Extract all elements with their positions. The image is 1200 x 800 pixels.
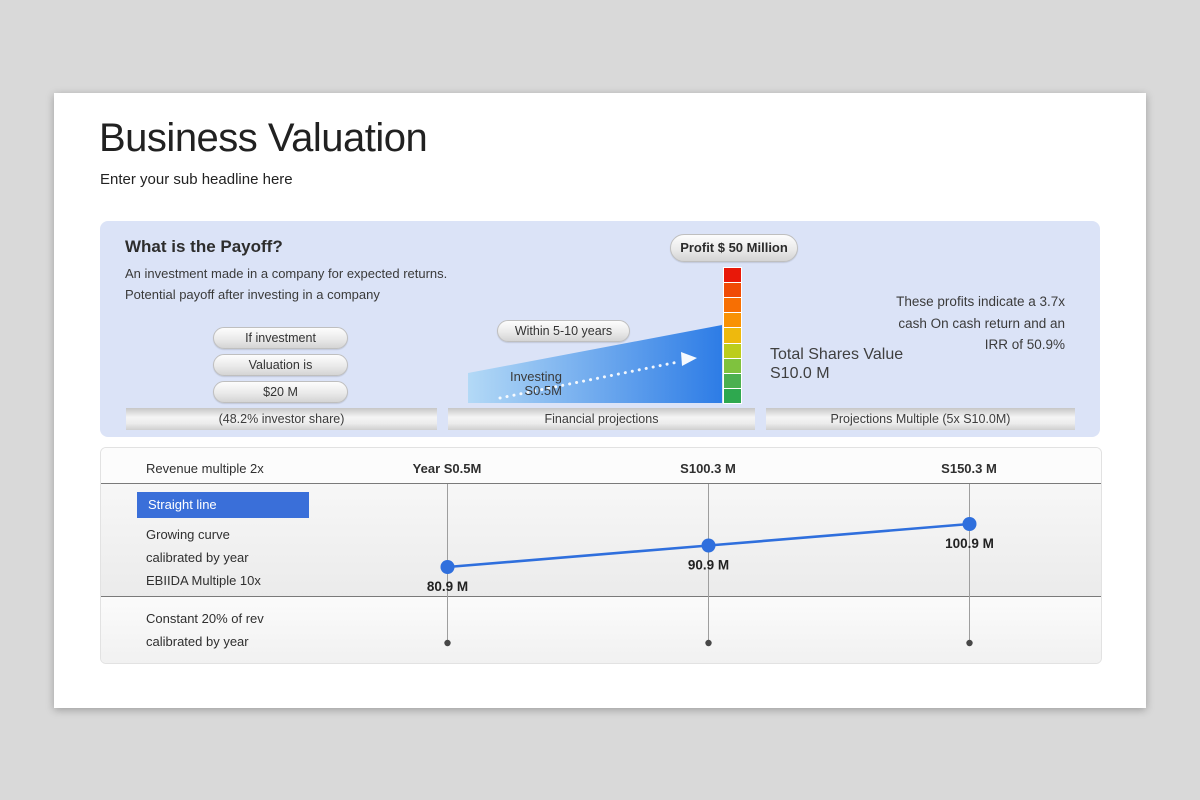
page-subtitle: Enter your sub headline here: [100, 171, 293, 188]
row-straight-line-selected[interactable]: Straight line: [137, 492, 309, 518]
thermometer-segment: [724, 298, 741, 313]
thermometer-segment: [724, 313, 741, 328]
thermometer-segment: [724, 283, 741, 298]
column-header-year: Year S0.5M: [412, 461, 482, 476]
data-point[interactable]: [440, 560, 455, 574]
page-title: Business Valuation: [99, 116, 428, 160]
payoff-description-line1: An investment made in a company for expe…: [125, 266, 448, 281]
projection-chart: 80.9 M 90.9 M 100.9 M: [101, 483, 1101, 647]
thermometer-segment: [724, 358, 741, 373]
gridline-end-dot: [966, 639, 973, 647]
slide-card: Business Valuation Enter your sub headli…: [54, 93, 1146, 708]
column-header-100: S100.3 M: [680, 461, 736, 476]
bar-investor-share[interactable]: (48.2% investor share): [126, 408, 437, 430]
data-point[interactable]: [962, 517, 977, 531]
returns-note-line3: IRR of 50.9%: [984, 337, 1065, 352]
growth-wedge: [468, 325, 722, 403]
duration-pill[interactable]: Within 5-10 years: [497, 320, 630, 342]
data-point-label: 90.9 M: [688, 558, 729, 573]
projection-header-band: [101, 448, 1101, 484]
header-revenue-multiple: Revenue multiple 2x: [146, 461, 264, 476]
column-header-150: S150.3 M: [941, 461, 997, 476]
pill-valuation-is[interactable]: Valuation is: [213, 354, 348, 376]
row-growing-curve[interactable]: Growing curve: [146, 527, 230, 542]
thermometer-segment: [724, 373, 741, 388]
data-point[interactable]: [701, 538, 716, 553]
thermometer-segment: [724, 388, 741, 403]
data-point-label: 100.9 M: [945, 536, 994, 551]
profit-thermometer: [723, 267, 742, 404]
projection-bottom-band: [101, 597, 1101, 663]
gridline-end-dot: [705, 639, 712, 647]
trend-arrowhead-icon: [681, 352, 697, 366]
row-constant-20-of-rev[interactable]: Constant 20% of rev: [146, 611, 264, 626]
pill-valuation-amount[interactable]: $20 M: [213, 381, 348, 403]
thermometer-segment: [724, 328, 741, 343]
gridline-end-dot: [444, 639, 451, 647]
dotted-trend-arrow-line: [498, 360, 680, 400]
returns-note-line2: cash On cash return and an: [898, 315, 1065, 331]
bar-financial-projections[interactable]: Financial projections: [448, 408, 755, 430]
bar-projections-multiple[interactable]: Projections Multiple (5x S10.0M): [766, 408, 1075, 430]
investing-line2: S0.5M: [524, 383, 562, 398]
total-shares-value: Total Shares Value S10.0 M: [770, 345, 903, 383]
thermometer-segment: [724, 343, 741, 358]
data-point-label: 80.9 M: [427, 579, 468, 594]
thermometer-segment: [724, 268, 741, 283]
payoff-description-line2: Potential payoff after investing in a co…: [125, 287, 380, 302]
total-shares-line1: Total Shares Value: [770, 346, 904, 363]
returns-note-line1: These profits indicate a 3.7x: [896, 294, 1065, 309]
projection-panel: 80.9 M 90.9 M 100.9 M Revenue multiple 2x …: [100, 447, 1102, 664]
growth-wedge-graphic: [468, 325, 722, 403]
pill-if-investment[interactable]: If investment: [213, 327, 348, 349]
total-shares-line2: S10.0 M: [770, 365, 830, 382]
investing-line1: Investing: [509, 369, 562, 384]
profit-badge[interactable]: Profit $ 50 Million: [670, 234, 798, 262]
returns-note: These profits indicate a 3.7x cash On ca…: [896, 291, 1065, 356]
row-ebiida-multiple[interactable]: EBIIDA Multiple 10x: [146, 573, 261, 588]
row-calibrated-by-year-2[interactable]: calibrated by year: [146, 634, 249, 649]
payoff-heading: What is the Payoff?: [125, 237, 283, 256]
payoff-panel: What is the Payoff? An investment made i…: [100, 221, 1100, 437]
row-calibrated-by-year[interactable]: calibrated by year: [146, 550, 249, 565]
line-series: 80.9 M 90.9 M 100.9 M: [427, 517, 994, 594]
investing-label: Investing S0.5M: [510, 370, 562, 398]
